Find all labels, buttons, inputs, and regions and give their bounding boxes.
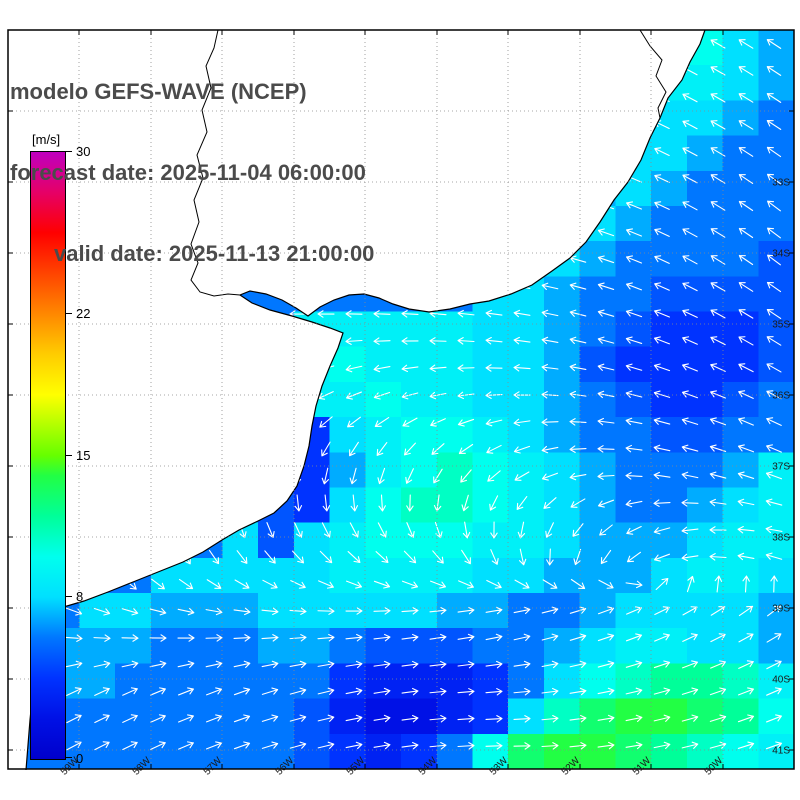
colorbar-tick-label: 30: [76, 144, 91, 159]
lat-label: 33S: [772, 178, 790, 189]
river-border-line: [190, 29, 241, 297]
colorbar-tick-label: 0: [76, 751, 84, 766]
colorbar-tick-label: 22: [76, 305, 91, 321]
lat-label: 35S: [772, 320, 790, 331]
colorbar-tick: [66, 151, 72, 152]
forecast-date: forecast date: 2025-11-04 06:00:00: [10, 160, 366, 185]
colorbar-tick-label: 8: [76, 589, 84, 605]
colorbar-wrap: 30 22 15 8 0: [30, 144, 114, 766]
valid-date: valid date: 2025-11-13 21:00:00: [54, 241, 375, 266]
colorbar-unit-label: [m/s]: [32, 132, 61, 147]
lat-label: 36S: [772, 391, 790, 402]
model-title: modelo GEFS-WAVE (NCEP): [10, 79, 307, 104]
colorbar-gradient: [30, 151, 66, 760]
lat-label: 34S: [772, 249, 790, 260]
frame-ticks: [8, 30, 794, 769]
lat-label: 37S: [772, 462, 790, 473]
northeast-border-line: [639, 29, 667, 119]
colorbar: [m/s] 30 22 15 8 0: [30, 132, 114, 766]
lat-label: 41S: [772, 746, 790, 757]
lat-label: 38S: [772, 533, 790, 544]
coastline: [25, 29, 706, 771]
lat-label: 40S: [772, 675, 790, 686]
lat-label: 39S: [772, 604, 790, 615]
land: [8, 30, 705, 770]
lat-labels: 33S 34S 35S 36S 37S 38S 39S 40S 41S: [772, 178, 790, 757]
map-frame: [7, 29, 795, 770]
colorbar-tick: [66, 454, 72, 456]
graticule: [8, 30, 794, 769]
colorbar-tick: [66, 757, 72, 758]
colorbar-tick-label: 15: [76, 447, 91, 463]
colorbar-tick: [66, 312, 72, 314]
colorbar-tick: [66, 596, 72, 598]
title-block: modelo GEFS-WAVE (NCEP) forecast date: 2…: [10, 24, 374, 321]
